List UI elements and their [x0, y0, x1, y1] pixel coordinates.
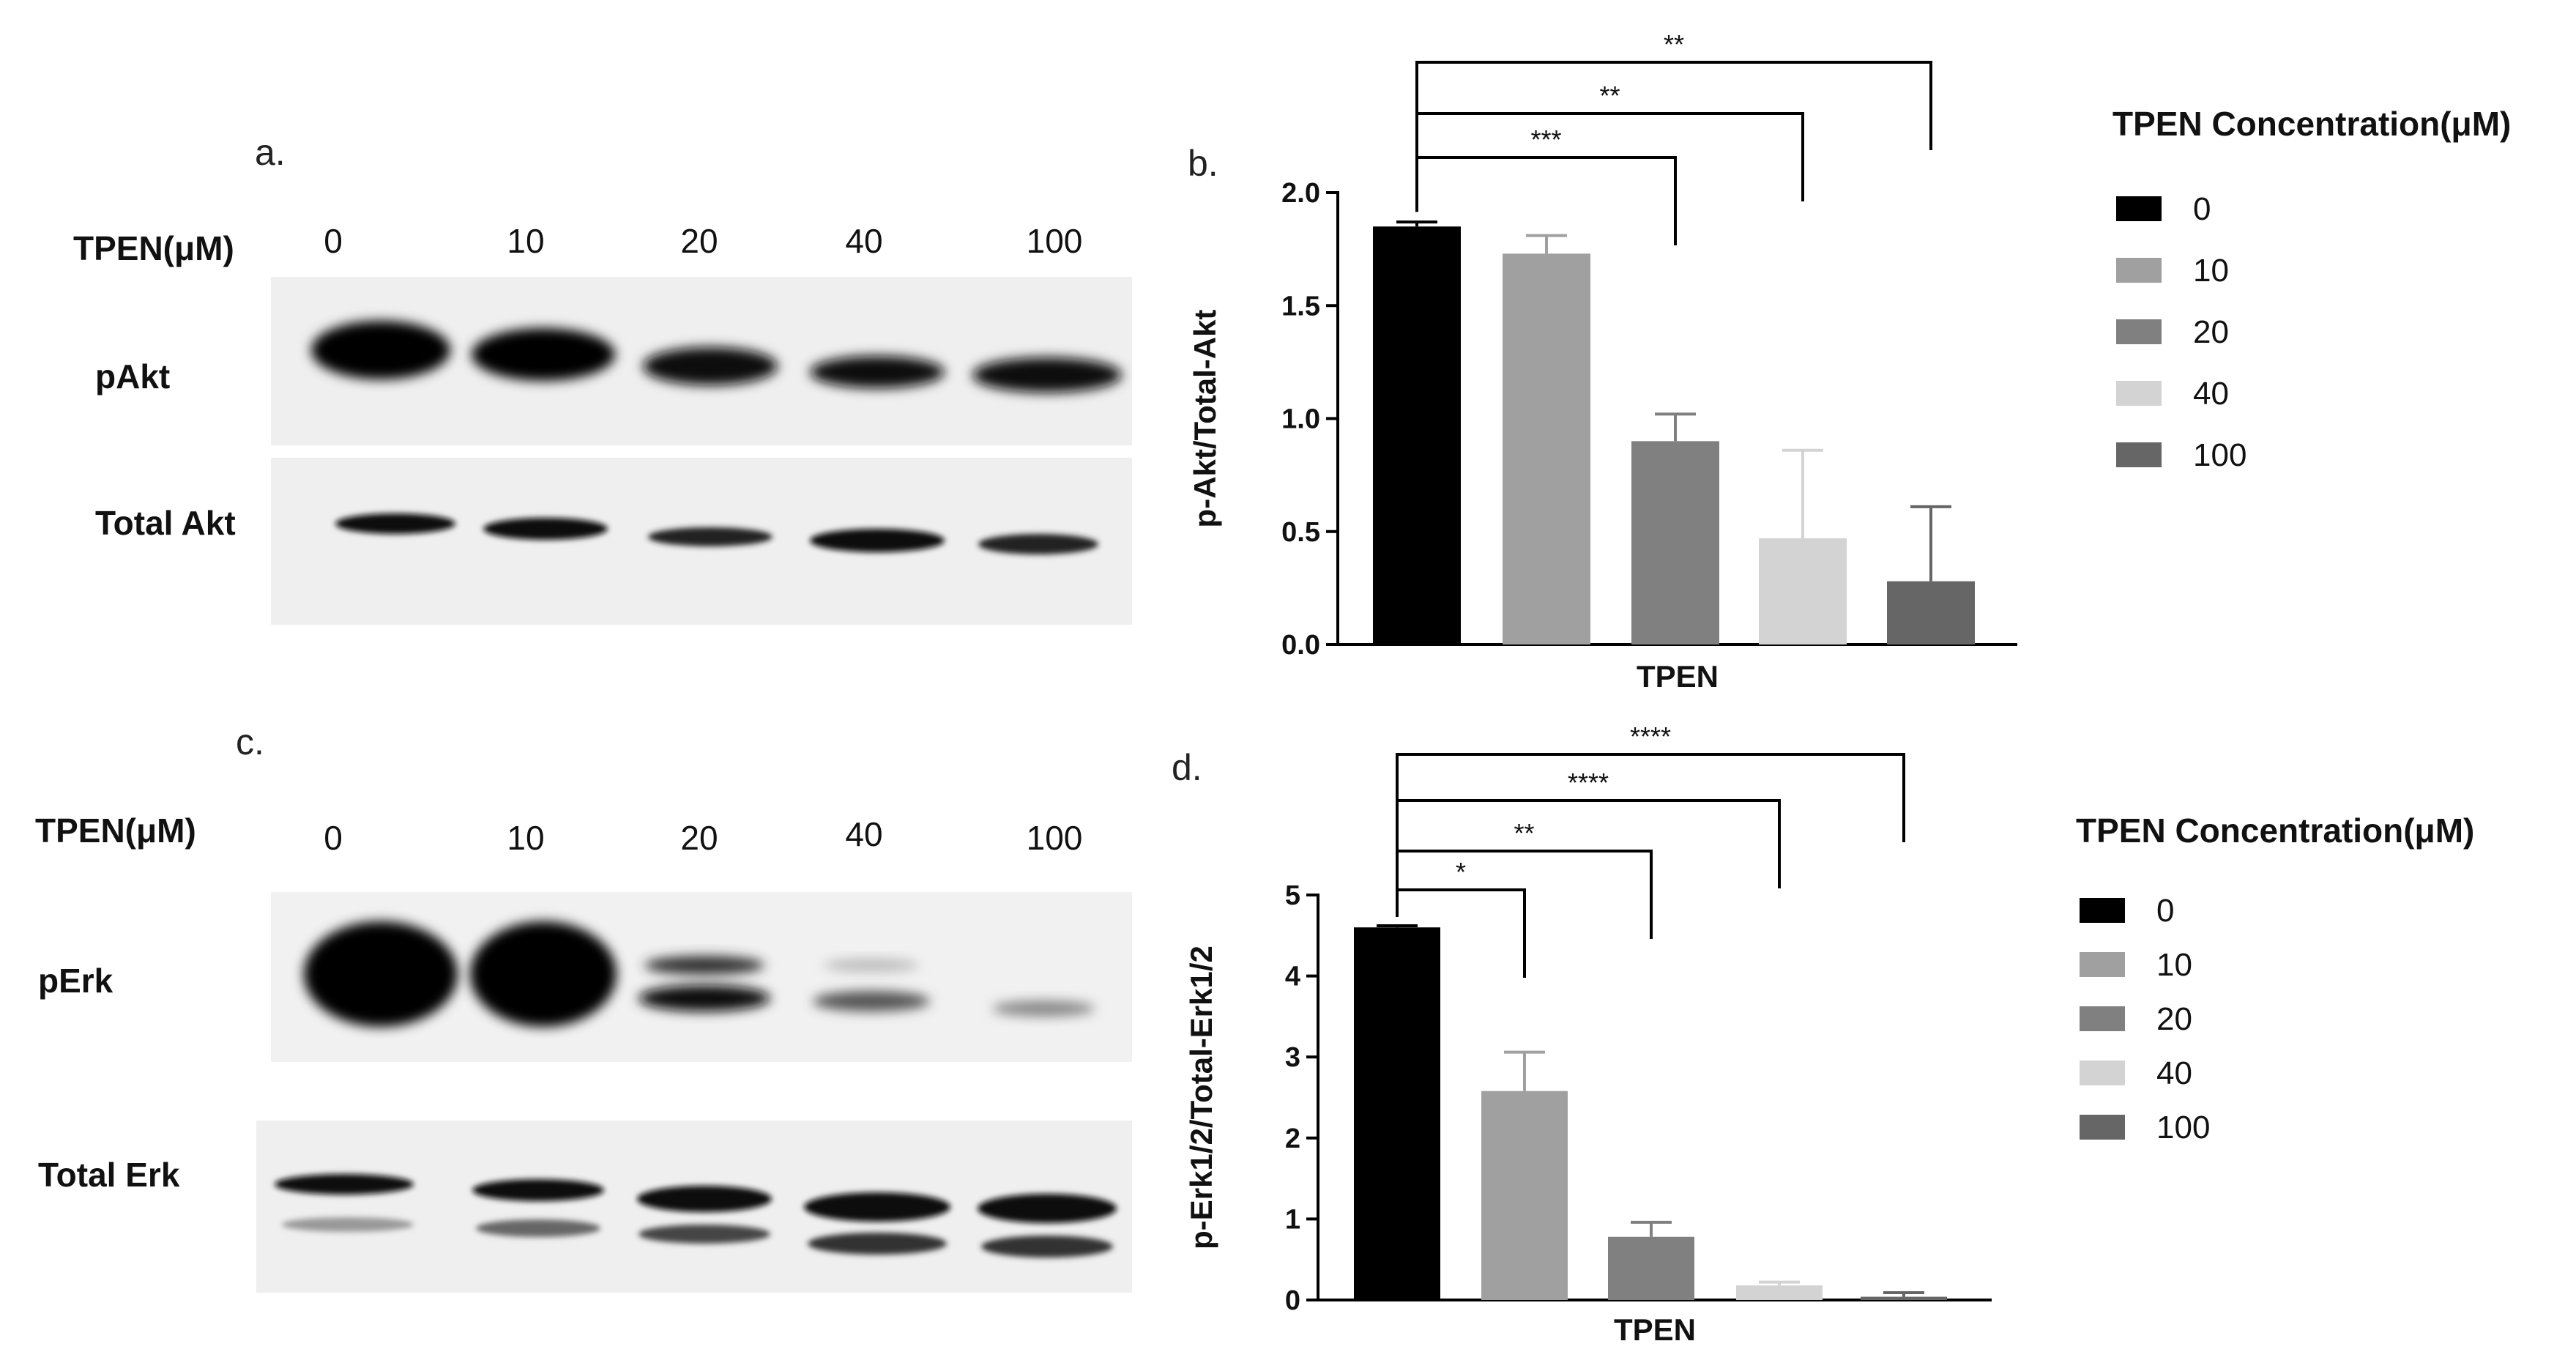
bar-10 — [1481, 1091, 1568, 1300]
significance-label: ** — [1664, 29, 1684, 59]
significance-bracket — [1396, 753, 1905, 918]
perk-label: pErk — [38, 962, 113, 1000]
legend-swatch-100 — [2116, 442, 2162, 467]
panel-b: b. 0.00.51.01.52.0*******TPENp-Akt/Total… — [1188, 29, 2511, 694]
y-tick-label: 3 — [1285, 1042, 1300, 1073]
y-tick-label: 0 — [1285, 1285, 1300, 1316]
panel-a-tpen-label: TPEN(μM) — [73, 229, 234, 267]
panel-a-letter: a. — [255, 132, 286, 173]
panel-c-lane-10: 10 — [507, 819, 544, 857]
bar-20 — [1631, 441, 1719, 645]
legend-swatch-100 — [2080, 1115, 2125, 1140]
bar-10 — [1503, 253, 1590, 645]
legend-swatch-40 — [2116, 381, 2162, 406]
panel-a-lane-20: 20 — [680, 222, 718, 260]
y-tick-label: 0.0 — [1281, 630, 1320, 661]
panel-d-letter: d. — [1172, 747, 1202, 788]
panel-a-lane-0: 0 — [324, 222, 343, 260]
legend-title: TPEN Concentration(μM) — [2076, 811, 2474, 850]
legend-label-40: 40 — [2156, 1055, 2192, 1091]
pakt-blot — [271, 277, 1132, 445]
significance-label: ** — [1514, 818, 1534, 848]
legend-label-100: 100 — [2156, 1110, 2210, 1145]
panel-a: a. TPEN(μM) 0 10 20 40 100 pAkt Total Ak… — [73, 132, 1132, 625]
panel-b-letter: b. — [1188, 143, 1218, 184]
pakt-label: pAkt — [95, 357, 170, 395]
panel-a-lane-100: 100 — [1027, 222, 1083, 260]
legend-swatch-10 — [2080, 952, 2125, 977]
panel-c-lane-40: 40 — [845, 815, 882, 853]
legend-label-20: 20 — [2156, 1001, 2192, 1037]
panel-c-lane-100: 100 — [1027, 819, 1083, 857]
legend-swatch-40 — [2080, 1061, 2125, 1085]
significance-label: ** — [1599, 81, 1620, 111]
y-tick-label: 1.5 — [1281, 291, 1320, 322]
perk-blot — [271, 892, 1132, 1062]
y-tick-label: 0.5 — [1281, 517, 1320, 548]
panel-c-lane-20: 20 — [680, 819, 718, 857]
significance-bracket — [1396, 799, 1781, 918]
y-tick-label: 4 — [1285, 962, 1300, 992]
legend-swatch-0 — [2080, 898, 2125, 923]
y-tick-label: 5 — [1285, 880, 1300, 911]
legend-label-10: 10 — [2193, 253, 2229, 289]
y-tick-label: 1 — [1285, 1204, 1300, 1235]
y-axis-label: p-Akt/Total-Akt — [1188, 310, 1222, 528]
panel-c-letter: c. — [236, 721, 264, 762]
significance-label: *** — [1530, 125, 1561, 155]
panel-c-tpen-label: TPEN(μM) — [35, 811, 196, 850]
chart-b: 0.00.51.01.52.0*******TPENp-Akt/Total-Ak… — [1188, 29, 2511, 694]
legend-swatch-10 — [2116, 258, 2162, 283]
panel-d: d. 012345***********TPENp-Erk1/2/Total-E… — [1172, 721, 2474, 1347]
panel-a-lane-40: 40 — [845, 222, 882, 260]
y-axis-label: p-Erk1/2/Total-Erk1/2 — [1184, 946, 1218, 1249]
y-tick-label: 2 — [1285, 1123, 1300, 1154]
bar-40 — [1759, 538, 1847, 645]
bar-100 — [1861, 1296, 1947, 1300]
bar-20 — [1608, 1236, 1694, 1300]
x-axis-label: TPEN — [1614, 1312, 1696, 1347]
legend-title: TPEN Concentration(μM) — [2112, 105, 2511, 143]
chart-d: 012345***********TPENp-Erk1/2/Total-Erk1… — [1184, 721, 2474, 1347]
significance-label: * — [1456, 857, 1466, 887]
significance-label: **** — [1568, 768, 1609, 798]
total-erk-label: Total Erk — [38, 1156, 180, 1194]
bar-0 — [1373, 226, 1461, 645]
legend-label-100: 100 — [2193, 437, 2246, 473]
significance-bracket — [1415, 112, 1804, 212]
total-akt-blot — [271, 458, 1132, 625]
legend-swatch-20 — [2080, 1006, 2125, 1031]
legend-label-10: 10 — [2156, 947, 2192, 983]
panel-c: c. TPEN(μM) 0 10 20 40 100 pErk — [35, 721, 1132, 1293]
legend-label-0: 0 — [2193, 191, 2211, 227]
legend-swatch-0 — [2116, 196, 2162, 221]
y-tick-label: 2.0 — [1281, 178, 1320, 209]
legend-swatch-20 — [2116, 319, 2162, 344]
bar-0 — [1354, 927, 1440, 1300]
significance-label: **** — [1630, 721, 1671, 751]
panel-c-lane-0: 0 — [324, 819, 343, 857]
significance-bracket — [1415, 61, 1932, 212]
bar-40 — [1736, 1285, 1823, 1300]
legend-label-20: 20 — [2193, 314, 2229, 350]
total-erk-blot — [256, 1121, 1132, 1293]
bar-100 — [1887, 581, 1975, 645]
legend-label-40: 40 — [2193, 376, 2229, 412]
x-axis-label: TPEN — [1637, 659, 1719, 694]
total-akt-label: Total Akt — [95, 504, 236, 542]
y-tick-label: 1.0 — [1281, 404, 1320, 435]
panel-a-lane-10: 10 — [507, 222, 544, 260]
legend-label-0: 0 — [2156, 893, 2174, 929]
